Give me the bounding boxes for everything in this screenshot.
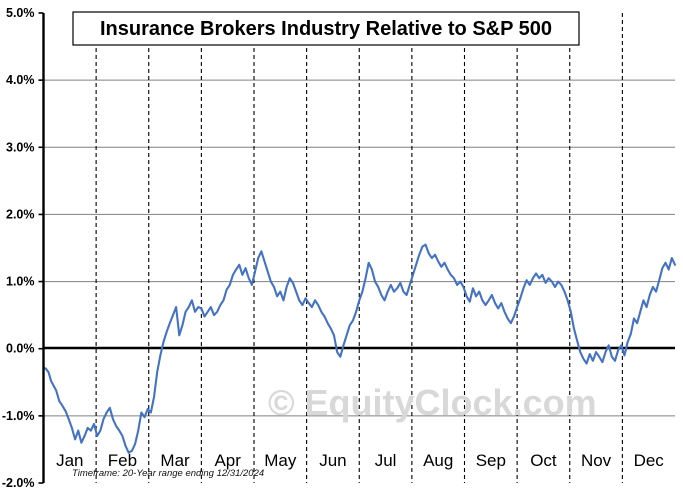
x-tick-label: Oct: [530, 451, 557, 470]
page-title: Insurance Brokers Industry Relative to S…: [100, 18, 552, 40]
y-tick-label: -2.0%: [2, 476, 35, 490]
x-tick-label: Sep: [476, 451, 506, 470]
x-tick-label: Aug: [423, 451, 453, 470]
x-tick-label: Feb: [108, 451, 137, 470]
x-axis-tick-labels: Jan Feb Mar Apr May Jun Jul Aug Sep Oct Nov Dec: [56, 451, 664, 470]
x-tick-label: May: [264, 451, 297, 470]
y-tick-label: 0.0%: [6, 342, 35, 356]
y-tick-label: -1.0%: [2, 409, 35, 423]
y-tick-label: 1.0%: [6, 275, 35, 289]
y-tick-label: 2.0%: [6, 207, 35, 221]
x-tick-label: Jul: [375, 451, 397, 470]
y-axis-tick-labels: 5.0% 4.0% 3.0% 2.0% 1.0% 0.0% -1.0% -2.0%: [2, 6, 35, 490]
chart-title-box: [72, 11, 580, 46]
x-tick-label: Nov: [581, 451, 612, 470]
timeframe-footnote: Timeframe: 20-Year range ending 12/31/20…: [72, 468, 264, 479]
y-tick-label: 5.0%: [6, 6, 35, 20]
x-tick-label: Dec: [634, 451, 665, 470]
vertical-gridlines: [95, 13, 623, 483]
y-tick-label: 3.0%: [6, 140, 35, 154]
x-tick-label: Jan: [56, 451, 83, 470]
insurance-brokers-relative-series: [42, 243, 677, 454]
equityclock-watermark: © EquityClock.com: [268, 382, 597, 423]
x-tick-label: Jun: [319, 451, 346, 470]
x-tick-label: Mar: [160, 451, 190, 470]
x-tick-label: Apr: [214, 451, 241, 470]
y-tick-label: 4.0%: [6, 73, 35, 87]
y-axis-tick-marks: [38, 12, 44, 484]
